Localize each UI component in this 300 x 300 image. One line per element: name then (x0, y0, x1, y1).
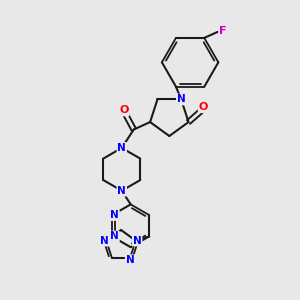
Text: N: N (177, 94, 186, 104)
Text: N: N (110, 232, 119, 242)
Text: O: O (119, 106, 129, 116)
Text: N: N (133, 236, 142, 246)
Text: N: N (117, 143, 126, 153)
Text: N: N (117, 186, 126, 196)
Text: N: N (100, 236, 109, 246)
Text: F: F (219, 26, 227, 36)
Text: O: O (199, 102, 208, 112)
Text: N: N (110, 210, 119, 220)
Text: N: N (126, 255, 134, 265)
